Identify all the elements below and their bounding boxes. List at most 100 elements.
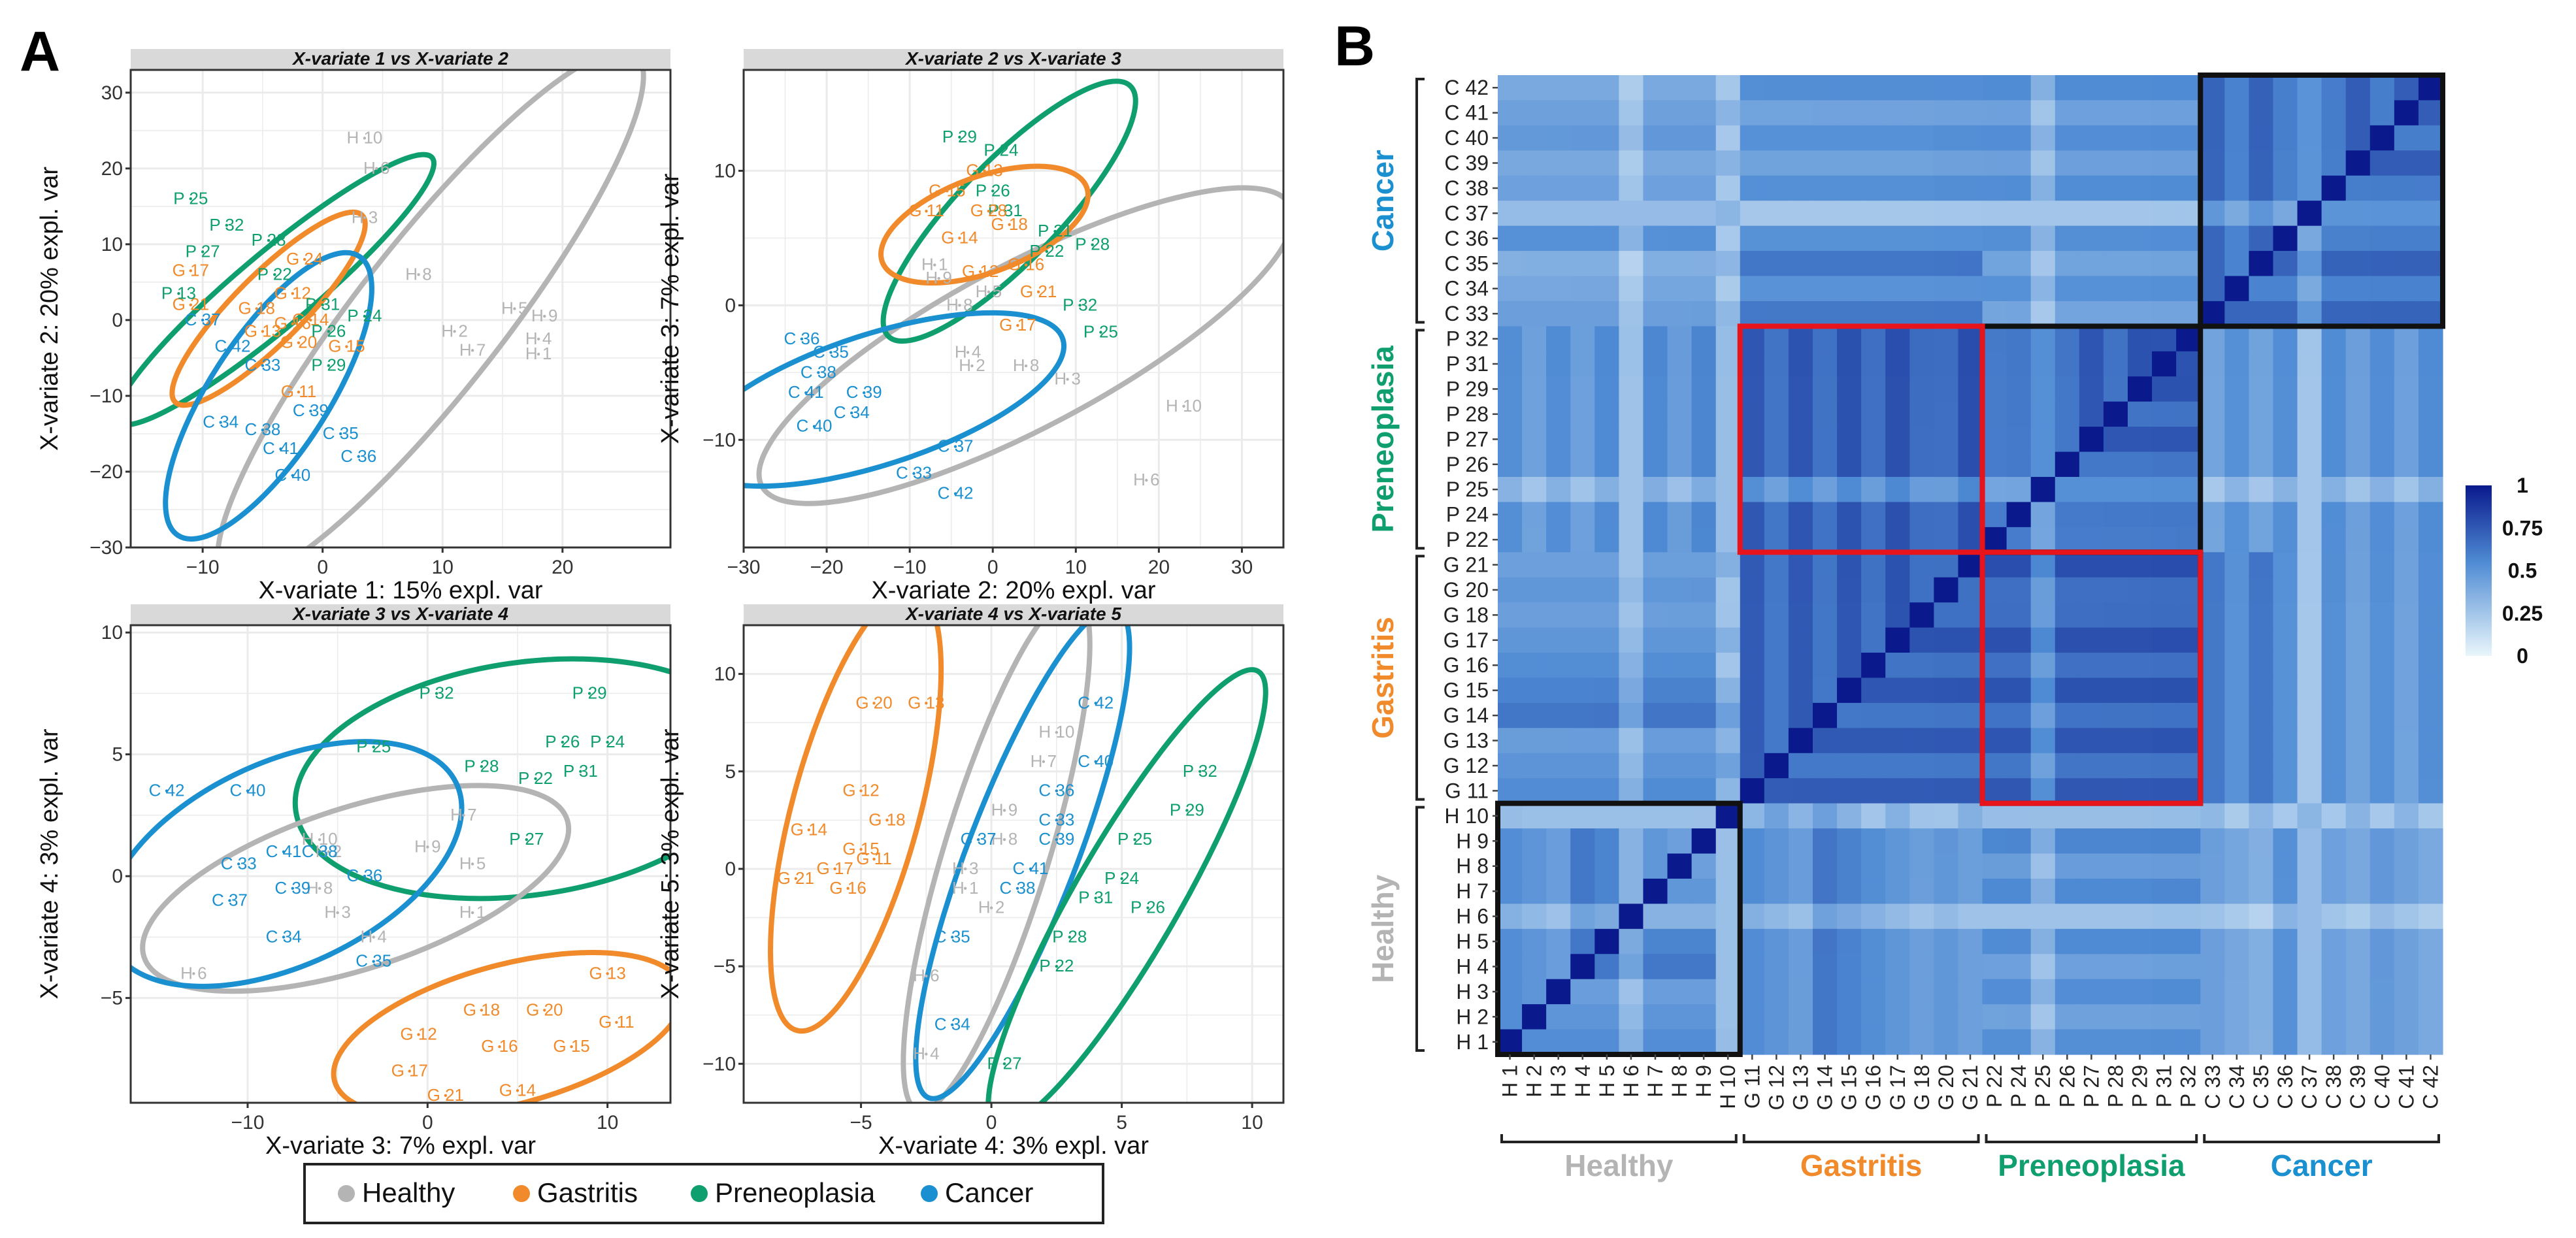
heatmap-cell bbox=[2079, 979, 2104, 1005]
heatmap-cell bbox=[1715, 201, 1741, 227]
heatmap-cell bbox=[1982, 376, 2007, 402]
heatmap-cell bbox=[2224, 476, 2249, 503]
heatmap-cell bbox=[2176, 476, 2201, 503]
row-label: G 15 bbox=[1444, 679, 1489, 702]
heatmap-cell bbox=[1813, 326, 1838, 352]
heatmap-cell bbox=[1958, 702, 1983, 728]
heatmap-cell bbox=[2128, 602, 2153, 628]
column-label: G 14 bbox=[1813, 1065, 1837, 1110]
data-point-label: C 37 bbox=[961, 829, 997, 849]
heatmap-cell bbox=[2249, 376, 2274, 402]
heatmap-cell bbox=[1522, 627, 1547, 653]
heatmap-cell bbox=[2297, 527, 2322, 553]
column-label: H 2 bbox=[1523, 1065, 1546, 1098]
heatmap-cell bbox=[2273, 1004, 2298, 1030]
heatmap-cell bbox=[1619, 427, 1644, 453]
heatmap-cell bbox=[1934, 301, 1959, 327]
heatmap-cell bbox=[1861, 552, 1886, 578]
heatmap-cell bbox=[2152, 276, 2177, 302]
data-point bbox=[363, 874, 367, 878]
heatmap-cell bbox=[2297, 753, 2322, 779]
heatmap-cell bbox=[1546, 201, 1571, 227]
heatmap-cell bbox=[1934, 175, 1959, 201]
heatmap-cell bbox=[1788, 100, 1813, 126]
column-label: G 16 bbox=[1862, 1065, 1885, 1110]
heatmap-cell bbox=[2176, 326, 2201, 352]
heatmap-cell bbox=[1958, 276, 1983, 302]
heatmap-cell bbox=[1740, 502, 1765, 528]
data-point bbox=[1198, 770, 1202, 773]
heatmap-cell bbox=[1740, 175, 1765, 201]
data-point bbox=[859, 847, 863, 851]
heatmap-cell bbox=[2055, 351, 2080, 377]
heatmap-cell bbox=[2418, 979, 2443, 1005]
data-point-label: H 9 bbox=[991, 800, 1017, 819]
data-point-label: H 7 bbox=[450, 805, 476, 824]
heatmap-cell bbox=[1619, 577, 1644, 603]
data-point bbox=[1053, 229, 1057, 233]
heatmap-cell bbox=[1740, 602, 1765, 628]
heatmap-cell bbox=[2055, 853, 2080, 879]
data-point bbox=[261, 364, 265, 367]
heatmap-cell bbox=[1570, 326, 1595, 352]
heatmap-cell bbox=[1740, 1004, 1765, 1030]
heatmap-cell bbox=[2224, 201, 2249, 227]
data-point-label: H 9 bbox=[414, 836, 440, 856]
heatmap-cell bbox=[1643, 627, 1668, 653]
row-label: C 34 bbox=[1444, 277, 1489, 301]
data-point bbox=[255, 307, 258, 310]
heatmap-cell bbox=[1498, 476, 1523, 503]
heatmap-cell bbox=[1764, 602, 1789, 628]
data-point bbox=[1120, 877, 1123, 881]
heatmap-cell bbox=[1958, 125, 1983, 151]
heatmap-cell bbox=[2128, 476, 2153, 503]
heatmap-cell bbox=[2224, 577, 2249, 603]
data-point bbox=[537, 352, 540, 356]
heatmap-cell bbox=[2224, 1004, 2249, 1030]
data-point bbox=[1055, 730, 1059, 734]
heatmap-cell bbox=[1934, 476, 1959, 503]
heatmap-cell bbox=[1982, 979, 2007, 1005]
heatmap-cell bbox=[1885, 753, 1910, 779]
heatmap-cell bbox=[2224, 175, 2249, 201]
heatmap-cell bbox=[2345, 677, 2371, 704]
data-point bbox=[1094, 760, 1097, 764]
heatmap-cell bbox=[2224, 552, 2249, 578]
heatmap-cell bbox=[1715, 225, 1741, 252]
heatmap-cell bbox=[1619, 401, 1644, 427]
heatmap-cell bbox=[1982, 225, 2007, 252]
heatmap-cell bbox=[2079, 878, 2104, 904]
heatmap-cell bbox=[1982, 301, 2007, 327]
data-point-label: C 34 bbox=[834, 402, 870, 422]
data-point-label: C 34 bbox=[266, 926, 302, 946]
heatmap-cell bbox=[2128, 527, 2153, 553]
data-point bbox=[1055, 789, 1059, 792]
heatmap-cell bbox=[1788, 527, 1813, 553]
column-label: P 32 bbox=[2177, 1065, 2200, 1107]
heatmap-cell bbox=[2345, 527, 2371, 553]
data-point-label: G 18 bbox=[463, 1000, 500, 1019]
heatmap-cell bbox=[2103, 1004, 2128, 1030]
data-point-label: P 29 bbox=[1170, 800, 1204, 819]
heatmap-cell bbox=[2249, 878, 2274, 904]
data-point-label: G 17 bbox=[999, 315, 1036, 334]
heatmap-cell bbox=[2079, 201, 2104, 227]
heatmap-cell bbox=[2079, 1029, 2104, 1055]
heatmap-cell bbox=[1909, 100, 1934, 126]
heatmap-cell bbox=[1837, 677, 1862, 704]
heatmap-cell bbox=[2297, 251, 2322, 277]
heatmap-cell bbox=[2297, 125, 2322, 151]
data-point bbox=[606, 972, 609, 975]
heatmap-cell bbox=[2321, 75, 2347, 101]
heatmap-cell bbox=[2273, 1029, 2298, 1055]
heatmap-cell bbox=[2030, 828, 2056, 855]
data-point-label: P 31 bbox=[1078, 888, 1113, 907]
heatmap-cell bbox=[2273, 502, 2298, 528]
row-label: C 41 bbox=[1444, 101, 1489, 125]
heatmap-cell bbox=[2345, 878, 2371, 904]
data-point-label: G 12 bbox=[274, 283, 311, 302]
heatmap-cell bbox=[1522, 979, 1547, 1005]
data-point bbox=[999, 149, 1003, 152]
heatmap-cell bbox=[2249, 577, 2274, 603]
heatmap-cell bbox=[2030, 728, 2056, 754]
